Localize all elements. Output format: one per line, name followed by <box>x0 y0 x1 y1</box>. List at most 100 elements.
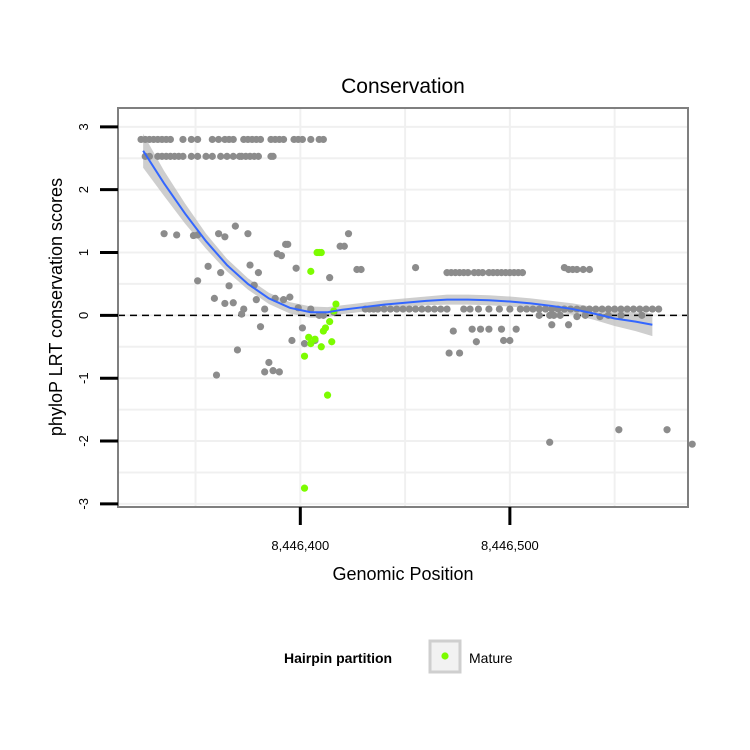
data-point <box>623 305 631 313</box>
data-point <box>265 358 273 367</box>
data-point <box>585 265 594 274</box>
data-point <box>166 135 174 144</box>
mature-data-point <box>317 248 325 257</box>
data-point <box>642 305 650 313</box>
data-point <box>573 265 581 274</box>
data-point <box>598 305 606 313</box>
data-point <box>194 152 202 160</box>
mature-data-point <box>307 267 315 275</box>
data-point <box>217 152 225 160</box>
mature-data-point <box>332 300 340 308</box>
data-point <box>564 321 573 329</box>
data-point <box>319 311 327 319</box>
smooth-line <box>142 150 653 326</box>
mature-data-point <box>300 484 309 492</box>
data-point <box>464 269 472 277</box>
mature-data-point <box>317 343 325 351</box>
data-point <box>516 305 524 313</box>
data-point <box>208 135 216 144</box>
data-point <box>449 327 457 335</box>
data-point <box>214 135 223 144</box>
data-point <box>655 305 663 313</box>
data-point <box>288 336 296 345</box>
data-point <box>208 152 216 160</box>
y-tick-label: -3 <box>76 498 91 510</box>
data-point <box>246 261 254 269</box>
data-point <box>541 305 550 313</box>
data-point <box>443 305 451 313</box>
data-point <box>229 135 237 144</box>
mature-data-point <box>326 318 334 326</box>
data-point <box>663 426 671 434</box>
data-point <box>275 368 283 376</box>
data-point <box>548 305 556 313</box>
data-point <box>187 135 195 144</box>
data-point <box>468 325 476 333</box>
mature-data-point <box>328 338 336 346</box>
data-point <box>179 135 187 144</box>
data-point <box>298 135 307 144</box>
data-point <box>256 323 265 331</box>
data-point <box>254 152 263 160</box>
data-point <box>485 305 493 313</box>
data-point <box>592 305 600 313</box>
data-point <box>512 325 520 333</box>
data-point <box>225 282 233 290</box>
y-tick-label: 3 <box>76 123 91 130</box>
data-point <box>204 262 212 270</box>
smooth-line-path <box>142 150 653 326</box>
data-point <box>160 230 168 238</box>
x-axis: 8,446,400 8,446,500 <box>271 507 539 553</box>
data-point <box>344 230 353 238</box>
data-point <box>279 135 288 144</box>
data-point <box>380 305 388 313</box>
data-point <box>688 440 696 448</box>
data-point <box>430 305 439 313</box>
data-point <box>298 324 307 332</box>
y-tick-label: -2 <box>76 435 91 447</box>
data-point <box>581 311 589 319</box>
data-point <box>497 325 506 333</box>
x-tick-label: 8,446,500 <box>481 538 539 553</box>
data-point <box>535 305 543 313</box>
data-point <box>411 305 420 313</box>
data-point <box>455 349 464 357</box>
data-point <box>319 135 327 144</box>
data-point <box>476 325 485 333</box>
data-point <box>277 252 286 260</box>
data-point <box>472 338 480 346</box>
data-point <box>386 305 395 313</box>
data-point <box>405 305 413 313</box>
data-point <box>556 311 564 319</box>
data-point <box>485 325 493 333</box>
legend: Hairpin partition Mature <box>284 639 513 674</box>
data-point <box>292 264 300 272</box>
data-point <box>231 222 239 230</box>
data-point <box>495 305 503 313</box>
data-point <box>393 305 401 313</box>
mature-data-point <box>323 391 332 399</box>
data-point <box>615 426 623 434</box>
data-point <box>212 371 221 379</box>
mature-data-point <box>311 335 319 343</box>
y-tick-label: 1 <box>76 249 91 256</box>
chart-title: Conservation <box>341 75 465 98</box>
data-point <box>194 277 202 285</box>
data-point <box>629 305 638 313</box>
data-point <box>214 230 223 238</box>
data-point <box>340 242 348 250</box>
data-point <box>229 299 237 307</box>
data-point <box>573 313 581 321</box>
data-point <box>244 230 252 238</box>
data-point <box>474 305 483 313</box>
data-point <box>279 296 288 304</box>
data-point <box>261 368 269 376</box>
data-point <box>479 269 487 277</box>
data-point <box>424 305 432 313</box>
legend-mature-marker <box>441 652 449 660</box>
data-point <box>210 294 218 302</box>
data-point <box>604 305 612 313</box>
mature-data-point <box>321 324 330 332</box>
data-point <box>221 299 229 308</box>
data-point <box>221 233 229 241</box>
